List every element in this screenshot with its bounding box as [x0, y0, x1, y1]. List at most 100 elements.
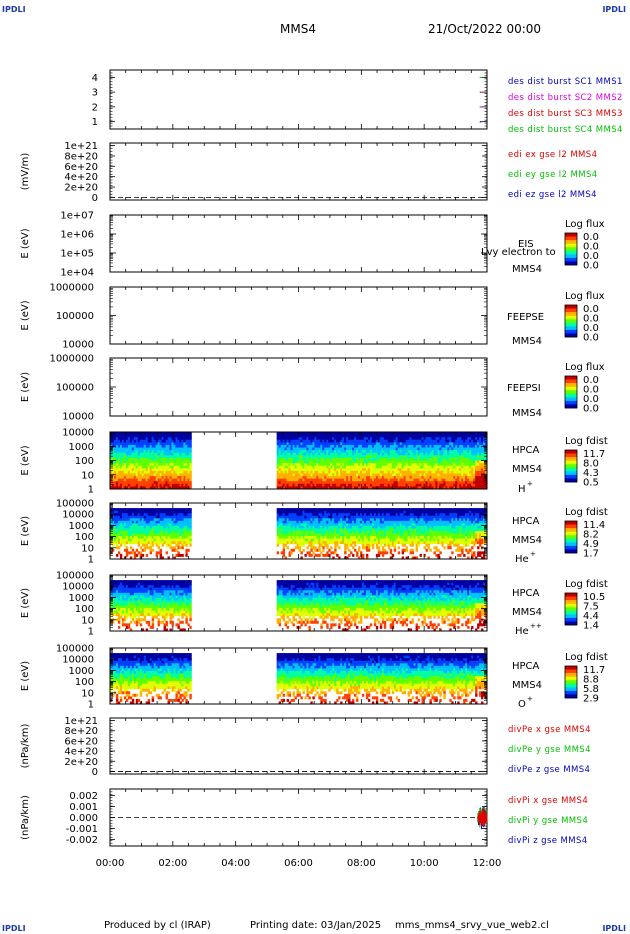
ytick-label-hpca_o: 100000 — [56, 644, 94, 655]
series-label-burst: des dist burst SC3 MMS3 — [508, 109, 623, 119]
colorbar-segment — [565, 450, 577, 454]
ytick-label-feepse: 100000 — [56, 311, 94, 322]
colorbar-title-hpca_he: Log fdist — [565, 507, 608, 518]
colorbar-segment — [565, 478, 577, 483]
colorbar-value-hpca_hepp: 7.5 — [583, 602, 599, 613]
colorbar-segment — [565, 694, 577, 699]
colorbar-segment — [565, 676, 577, 681]
colorbar-frame-eis — [564, 232, 578, 266]
ytick-label-eis: 1e+05 — [60, 249, 94, 260]
datetime-title: 21/Oct/2022 00:00 — [428, 22, 542, 36]
colorbar-segment — [565, 397, 577, 402]
colorbar-segment — [565, 621, 577, 626]
spectrogram-hpca_h — [110, 432, 488, 490]
species-charge-hpca_he: + — [530, 550, 536, 558]
series-label-burst: des dist burst SC1 MMS1 — [508, 77, 623, 87]
ytick-label-divpi: 0.002 — [69, 791, 98, 802]
colorbar-segment — [565, 542, 577, 547]
corner-label-tr: IPDLI — [602, 5, 626, 14]
colorbar-value-hpca_h: 11.7 — [583, 449, 605, 460]
colorbar-segment — [565, 312, 577, 316]
instrument-label-hpca_he: HPCA — [512, 516, 540, 527]
species-label-hpca_hepp: He — [515, 626, 529, 637]
frame-eis — [109, 214, 488, 273]
colorbar-value-hpca_h: 4.3 — [583, 468, 599, 479]
series-label-divpe: divPe z gse MMS4 — [508, 765, 590, 775]
colorbar-segment — [565, 528, 577, 532]
colorbar-segment — [565, 593, 577, 597]
colorbar-frame-feepsi — [564, 375, 578, 409]
ytick-label-hpca_h: 10000 — [62, 428, 94, 439]
xtick-label: 04:00 — [221, 858, 250, 869]
colorbar-value-hpca_h: 0.5 — [583, 478, 599, 489]
colorbar-value-hpca_he: 4.9 — [583, 539, 599, 550]
colorbar-segment — [565, 687, 577, 692]
ytick-label-feepsi: 10000 — [62, 412, 94, 423]
panel-burst: 4 3 2 1 des dist burst SC1 MMS1 des dist burs… — [92, 69, 623, 135]
ylabel-divpe: (nPa/km) — [20, 724, 31, 769]
series-label-divpe: divPe y gse MMS4 — [508, 745, 591, 755]
ytick-label-divpi: -0.002 — [66, 835, 98, 846]
ytick-label-divpe: 1e+21 — [64, 716, 98, 727]
footer-printing-date: Printing date: 03/Jan/2025 — [250, 920, 382, 931]
xtick-label: 02:00 — [158, 858, 187, 869]
xtick-label: 06:00 — [284, 858, 313, 869]
colorbar-segment — [565, 524, 577, 529]
instrument-label-hpca_o: HPCA — [512, 661, 540, 672]
colorbar-value-hpca_o: 8.8 — [583, 675, 599, 686]
sc-label-hpca_h: MMS4 — [512, 464, 542, 475]
colorbar-value-eis: 0.0 — [583, 242, 599, 253]
colorbar-segment — [565, 315, 577, 320]
colorbar-segment — [565, 254, 577, 259]
corner-label-tl: IPDLI — [2, 5, 26, 14]
colorbar-segment — [565, 521, 577, 525]
colorbar-segment — [565, 535, 577, 540]
burst-marker — [479, 121, 482, 123]
ylabel-feepse: E (eV) — [20, 300, 31, 330]
ylabel-hpca_he: E (eV) — [20, 516, 31, 546]
series-label-burst: des dist burst SC2 MMS2 — [508, 93, 623, 103]
colorbar-segment — [565, 457, 577, 461]
instrument-note-eis: Lvy electron to — [481, 247, 556, 258]
colorbar-segment — [565, 683, 577, 688]
colorbar-value-eis: 0.0 — [583, 261, 599, 272]
colorbar-segment — [565, 333, 577, 338]
sc-label-feepse: MMS4 — [512, 336, 542, 347]
colorbar-segment — [565, 610, 577, 615]
ytick-label-feepse: 10000 — [62, 340, 94, 351]
spectrogram-hpca_he — [110, 508, 488, 560]
colorbar-segment — [565, 322, 577, 327]
ytick-label-hpca_hepp: 10 — [81, 615, 94, 626]
colorbar-frame-hpca_h — [564, 449, 578, 483]
colorbar-segment — [565, 471, 577, 476]
colorbar-value-hpca_hepp: 1.4 — [583, 621, 599, 632]
colorbar-segment — [565, 531, 577, 536]
colorbar-segment — [565, 614, 577, 619]
frame-divpe — [109, 717, 488, 775]
ytick-label-hpca_he: 10 — [81, 543, 94, 554]
colorbar-value-feepse: 0.0 — [583, 304, 599, 315]
colorbar-segment — [565, 379, 577, 384]
ytick-label-feepsi: 1000000 — [49, 354, 94, 365]
ytick-label-eis: 1e+04 — [60, 268, 94, 279]
colorbar-frame-hpca_hepp — [564, 592, 578, 626]
ytick-label-feepse: 1000000 — [49, 283, 94, 294]
sc-label-eis: MMS4 — [512, 264, 542, 275]
ytick-label-hpca_h: 1000 — [69, 442, 94, 453]
ytick-label-feepsi: 100000 — [56, 383, 94, 394]
ytick-label-eis: 1e+07 — [60, 211, 94, 222]
colorbar-segment — [565, 383, 577, 387]
colorbar-segment — [565, 257, 577, 262]
ytick-label-divpe: 8e+20 — [64, 726, 98, 737]
colorbar-value-hpca_hepp: 10.5 — [583, 592, 605, 603]
colorbar-segment — [565, 326, 577, 331]
spectrogram-hpca_o — [110, 653, 488, 705]
species-charge-hpca_o: + — [527, 695, 533, 703]
colorbar-segment — [565, 474, 577, 479]
ytick-label-divpe: 0 — [92, 767, 98, 778]
